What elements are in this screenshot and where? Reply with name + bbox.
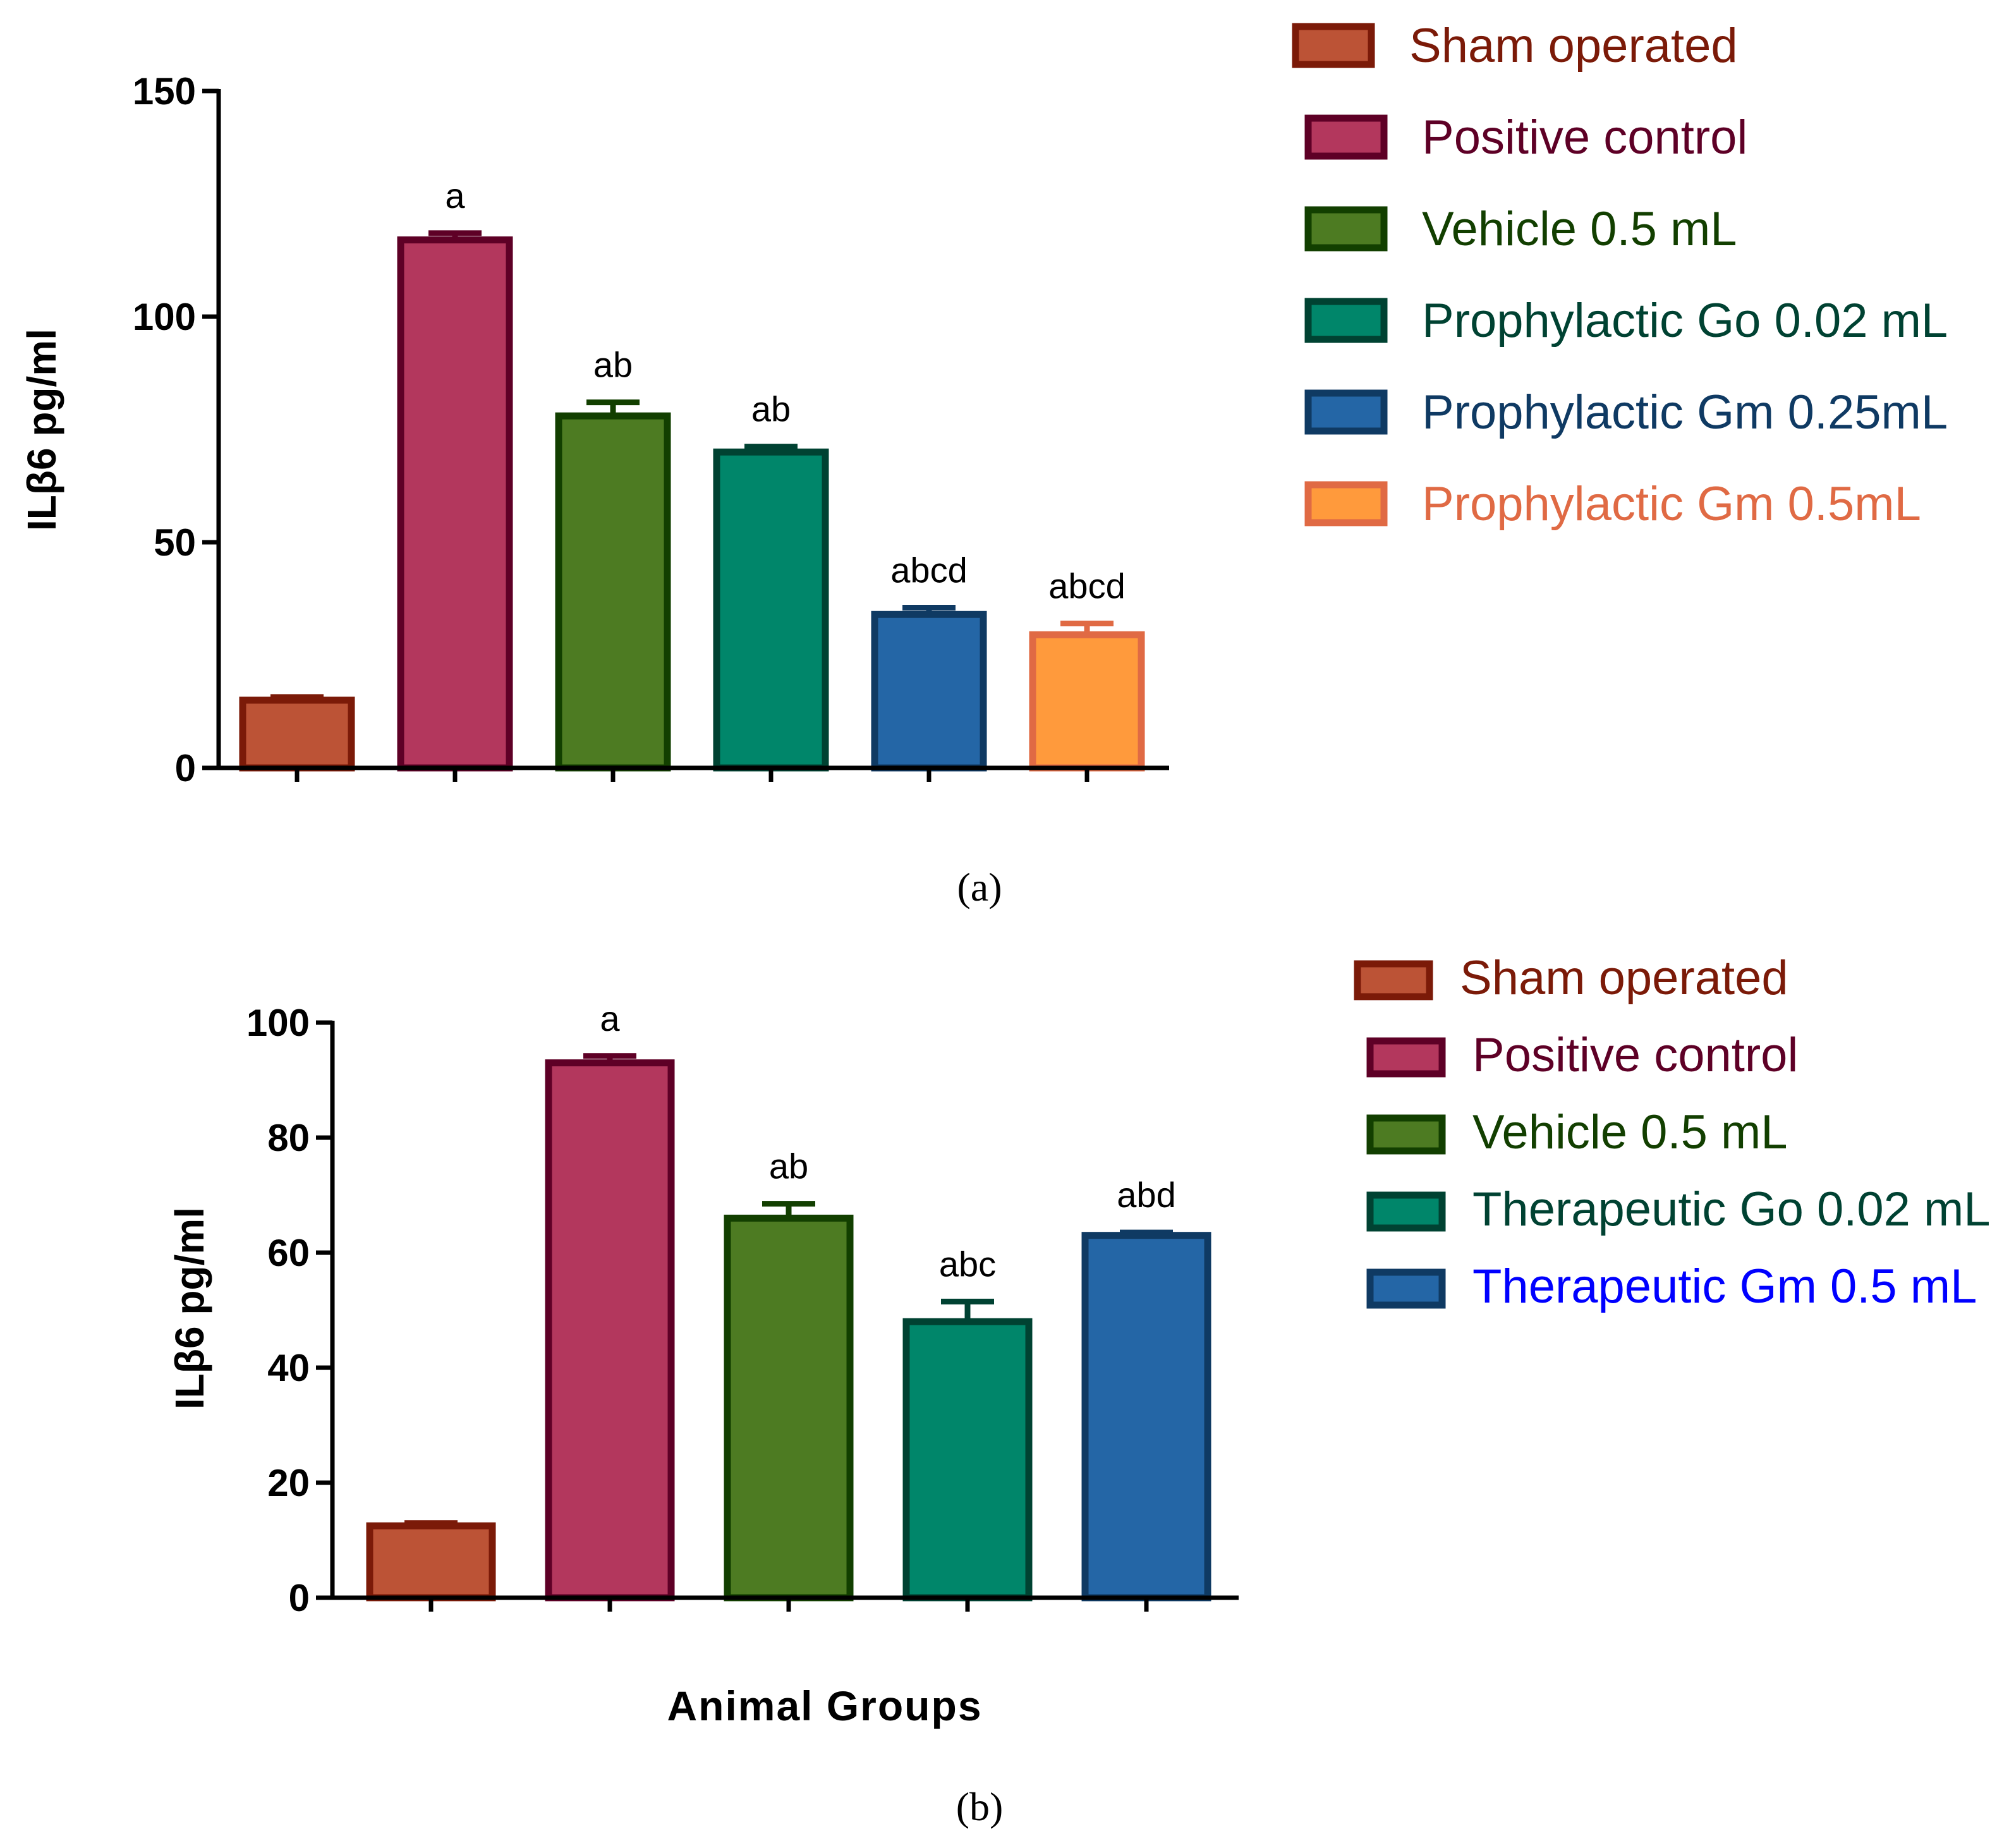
legend-swatch [1304,298,1388,343]
significance-label: abcd [1048,566,1125,606]
legend-label: Prophylactic Gm 0.5mL [1422,477,1921,531]
legend-swatch [1304,114,1388,160]
bar [1081,1232,1211,1602]
y-tick-label: 40 [267,1347,310,1389]
y-tick-label: 50 [154,521,196,564]
legend-swatch [1366,1268,1446,1309]
significance-label: ab [751,389,791,429]
bar [366,1522,496,1602]
y-tick-label: 80 [267,1117,310,1159]
legend-label: Therapeutic Go 0.02 mL [1472,1182,1991,1236]
bar [239,696,355,772]
y-tick-label: 0 [289,1577,310,1619]
legend-swatch [1366,1191,1446,1232]
panel-label: (b) [956,1784,1004,1829]
significance-label: abcd [890,550,967,590]
significance-label: a [445,176,465,216]
significance-label: ab [593,345,633,385]
legend-label: Positive control [1422,111,1747,164]
legend-label: Sham operated [1460,951,1788,1005]
y-axis-title: ILβ6 pg/ml [19,329,64,531]
legend-swatch [1304,389,1388,435]
y-axis-title: ILβ6 pg/ml [167,1207,212,1409]
y-tick-label: 0 [175,747,196,789]
y-tick-label: 150 [133,70,196,112]
x-axis-title: Animal Groups [667,1682,982,1729]
legend-swatch [1354,960,1433,1000]
legend-label: Positive control [1472,1028,1798,1082]
chart-panel-b: a ab abc abd 0 20 40 60 80 100 ILβ6 pg/ml Animal Gr… [167,951,1991,1829]
bar [713,448,829,772]
y-tick-label: 60 [267,1232,310,1274]
legend-label: Sham operated [1409,19,1738,73]
bar [871,611,987,772]
bar [545,1059,675,1602]
y-tick-label: 100 [246,1002,310,1044]
y-tick-label: 20 [267,1462,310,1504]
legend-label: Therapeutic Gm 0.5 mL [1472,1260,1977,1313]
bar [724,1214,854,1602]
legend-label: Vehicle 0.5 mL [1422,202,1737,256]
legend-swatch [1366,1114,1446,1155]
significance-label: abc [939,1244,996,1284]
panel-label: (a) [957,865,1002,909]
significance-label: a [600,999,620,1038]
significance-label: ab [769,1146,808,1186]
bar [902,1318,1033,1602]
legend-label: Prophylactic Go 0.02 mL [1422,294,1948,348]
bar [1029,631,1145,772]
legend-label: Prophylactic Gm 0.25mL [1422,386,1948,439]
legend-swatch [1366,1037,1446,1078]
chart-panel-a: a ab ab abcd abcd 0 50 100 150 ILβ6 pg/ml Sham ope… [19,19,1948,909]
y-tick-label: 100 [133,296,196,338]
legend-swatch [1304,206,1388,252]
bar [555,412,671,772]
legend-label: Vehicle 0.5 mL [1472,1105,1788,1159]
legend-swatch [1292,23,1375,68]
legend-swatch [1304,481,1388,526]
bar [397,236,513,772]
significance-label: abd [1117,1175,1175,1215]
